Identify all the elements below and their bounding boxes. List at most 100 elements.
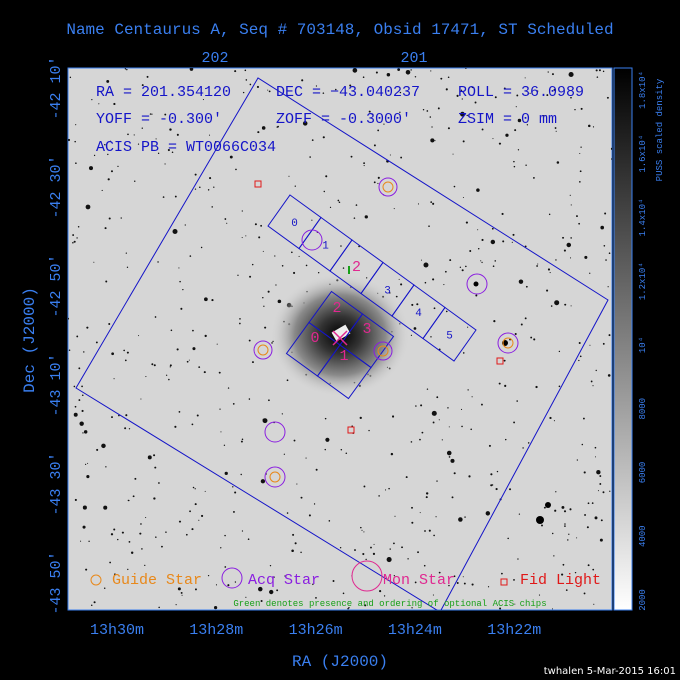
star: [518, 279, 524, 284]
star: [516, 94, 519, 97]
star: [411, 607, 413, 609]
star: [548, 213, 551, 216]
acis-pb: ACIS PB = WT0066C034: [96, 139, 276, 156]
star: [180, 591, 183, 594]
star: [452, 153, 454, 155]
star: [275, 284, 277, 286]
star: [224, 218, 227, 220]
star: [124, 427, 127, 430]
star: [111, 352, 115, 356]
y-axis-title: Dec (J2000): [21, 287, 39, 393]
star: [73, 240, 76, 243]
star: [604, 212, 607, 215]
star: [432, 421, 435, 424]
star: [411, 506, 413, 509]
stars: [68, 68, 612, 610]
star: [79, 421, 84, 426]
star: [481, 238, 484, 242]
star: [445, 310, 448, 313]
acis-s-label: 4: [415, 308, 422, 320]
star: [594, 456, 596, 458]
star: [189, 510, 191, 513]
star: [405, 476, 408, 479]
star: [368, 429, 370, 432]
star: [467, 326, 469, 328]
star: [224, 566, 227, 568]
star: [267, 89, 269, 91]
star: [257, 131, 260, 134]
star: [477, 248, 480, 250]
star: [267, 290, 270, 293]
star: [178, 520, 182, 523]
star: [241, 530, 244, 532]
dust-lane: [331, 324, 351, 342]
star: [315, 596, 317, 599]
star: [254, 223, 257, 226]
star: [373, 181, 376, 184]
star: [502, 240, 505, 243]
star: [589, 272, 591, 274]
star: [438, 571, 441, 574]
star: [514, 129, 517, 132]
star: [138, 335, 140, 337]
star: [556, 161, 560, 164]
top-tick-label: 202: [201, 50, 228, 67]
star: [207, 189, 210, 191]
star: [580, 146, 582, 148]
star: [562, 563, 565, 566]
star: [393, 542, 395, 545]
star: [576, 537, 578, 539]
star: [103, 505, 108, 510]
star: [529, 92, 531, 94]
star: [242, 91, 245, 94]
star: [340, 245, 342, 247]
star: [117, 538, 119, 541]
star: [174, 195, 177, 198]
star: [199, 186, 201, 188]
star: [450, 458, 455, 463]
star: [192, 347, 196, 351]
star: [127, 133, 129, 136]
star: [347, 608, 349, 610]
star: [363, 162, 366, 165]
star: [342, 592, 345, 595]
star: [487, 586, 490, 588]
colorbar: [613, 67, 633, 611]
star: [432, 594, 434, 596]
star: [322, 92, 325, 94]
star: [227, 584, 230, 587]
star: [181, 594, 183, 596]
star: [373, 543, 375, 545]
star: [446, 450, 452, 456]
star: [516, 400, 518, 402]
star: [260, 479, 266, 484]
star: [423, 564, 426, 567]
star: [77, 225, 80, 228]
star: [607, 374, 611, 377]
y-tick-label: -43 10': [48, 353, 65, 416]
star: [514, 603, 516, 605]
star: [227, 387, 230, 389]
star: [491, 484, 494, 486]
star: [591, 502, 594, 505]
star: [466, 114, 468, 117]
star: [157, 152, 160, 155]
star: [492, 265, 495, 268]
star: [584, 255, 588, 259]
star: [216, 343, 218, 345]
star: [248, 339, 251, 342]
star: [293, 271, 296, 274]
star: [241, 210, 243, 212]
acis-s-label: 2: [352, 259, 361, 276]
star: [563, 249, 566, 252]
star: [74, 498, 77, 502]
star: [81, 394, 84, 397]
star: [354, 549, 356, 551]
star: [471, 86, 474, 89]
star: [224, 471, 228, 476]
star: [499, 607, 502, 610]
star: [208, 134, 211, 136]
star: [568, 533, 570, 535]
star: [211, 299, 214, 302]
star: [517, 149, 520, 151]
